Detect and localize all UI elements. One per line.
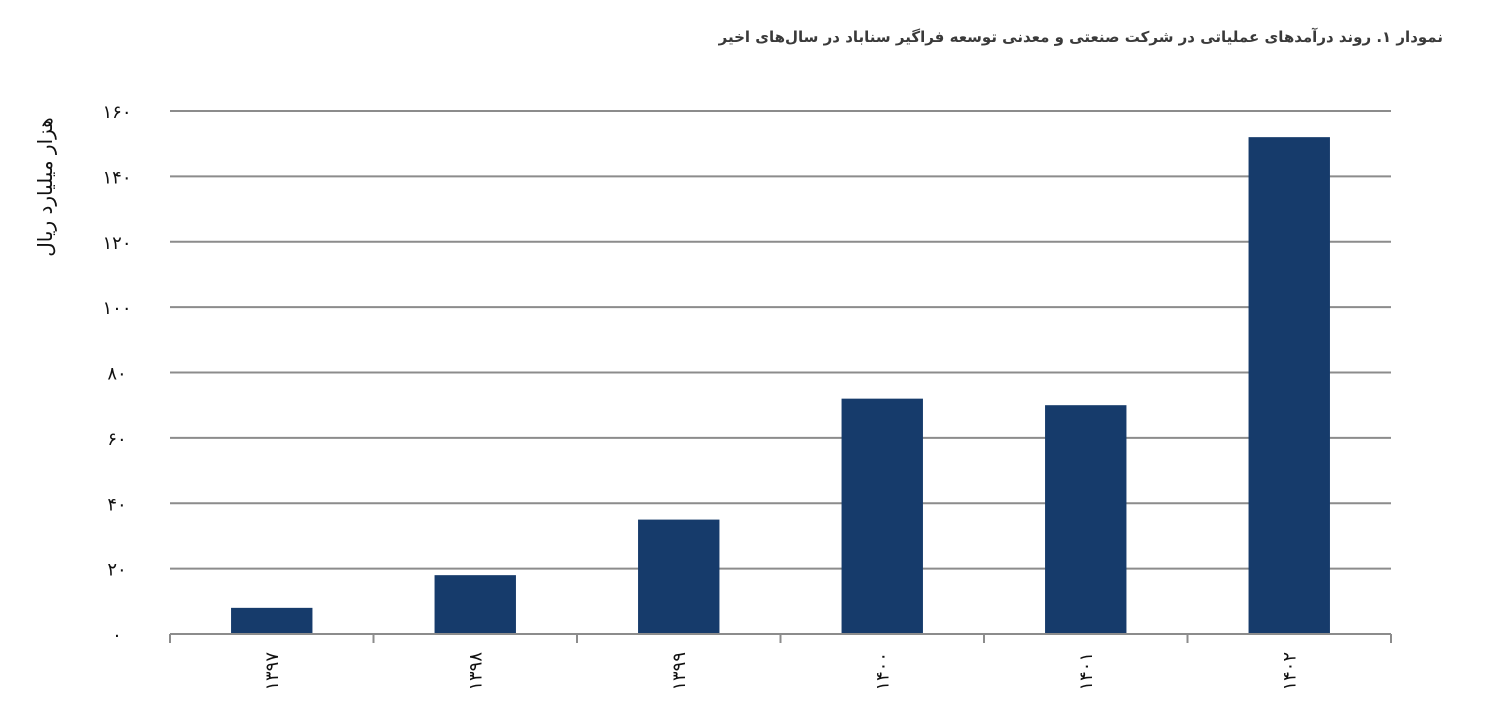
y-tick-label: ۴۰ bbox=[107, 494, 126, 515]
y-tick-label: ۰ bbox=[112, 625, 122, 646]
bar bbox=[1248, 137, 1330, 634]
y-tick-label: ۱۴۰ bbox=[102, 167, 131, 188]
bar bbox=[434, 575, 516, 634]
bar bbox=[638, 519, 720, 634]
bar bbox=[231, 607, 313, 634]
y-tick-label: ۱۰۰ bbox=[102, 298, 131, 319]
bar bbox=[1045, 405, 1127, 634]
bar bbox=[841, 398, 923, 634]
x-axis bbox=[169, 633, 1392, 643]
y-axis-ticks: ۰ ۲۰ ۴۰ ۶۰ ۸۰ ۱۰۰ ۱۲۰ ۱۴۰ ۱۶۰ bbox=[102, 102, 131, 646]
x-tick-label: ۱۳۹۸ bbox=[465, 652, 486, 691]
bars bbox=[231, 137, 1330, 634]
x-tick-label: ۱۴۰۱ bbox=[1076, 652, 1097, 691]
y-tick-label: ۸۰ bbox=[107, 364, 126, 385]
y-tick-label: ۲۰ bbox=[107, 560, 126, 581]
x-axis-ticks: ۱۳۹۷ ۱۳۹۸ ۱۳۹۹ ۱۴۰۰ ۱۴۰۱ ۱۴۰۲ bbox=[262, 652, 1301, 691]
y-tick-label: ۱۲۰ bbox=[102, 233, 131, 254]
chart-title: نمودار ۱. روند درآمدهای عملیاتی در شرکت … bbox=[718, 28, 1443, 46]
y-axis-title: هزار میلیارد ریال bbox=[33, 117, 57, 256]
x-tick-label: ۱۳۹۹ bbox=[669, 652, 690, 691]
x-tick-label: ۱۴۰۲ bbox=[1279, 652, 1300, 691]
y-tick-label: ۱۶۰ bbox=[102, 102, 131, 123]
x-tick-label: ۱۳۹۷ bbox=[262, 652, 283, 691]
y-tick-label: ۶۰ bbox=[107, 429, 126, 450]
gridlines bbox=[170, 110, 1391, 570]
x-tick-label: ۱۴۰۰ bbox=[872, 652, 893, 691]
